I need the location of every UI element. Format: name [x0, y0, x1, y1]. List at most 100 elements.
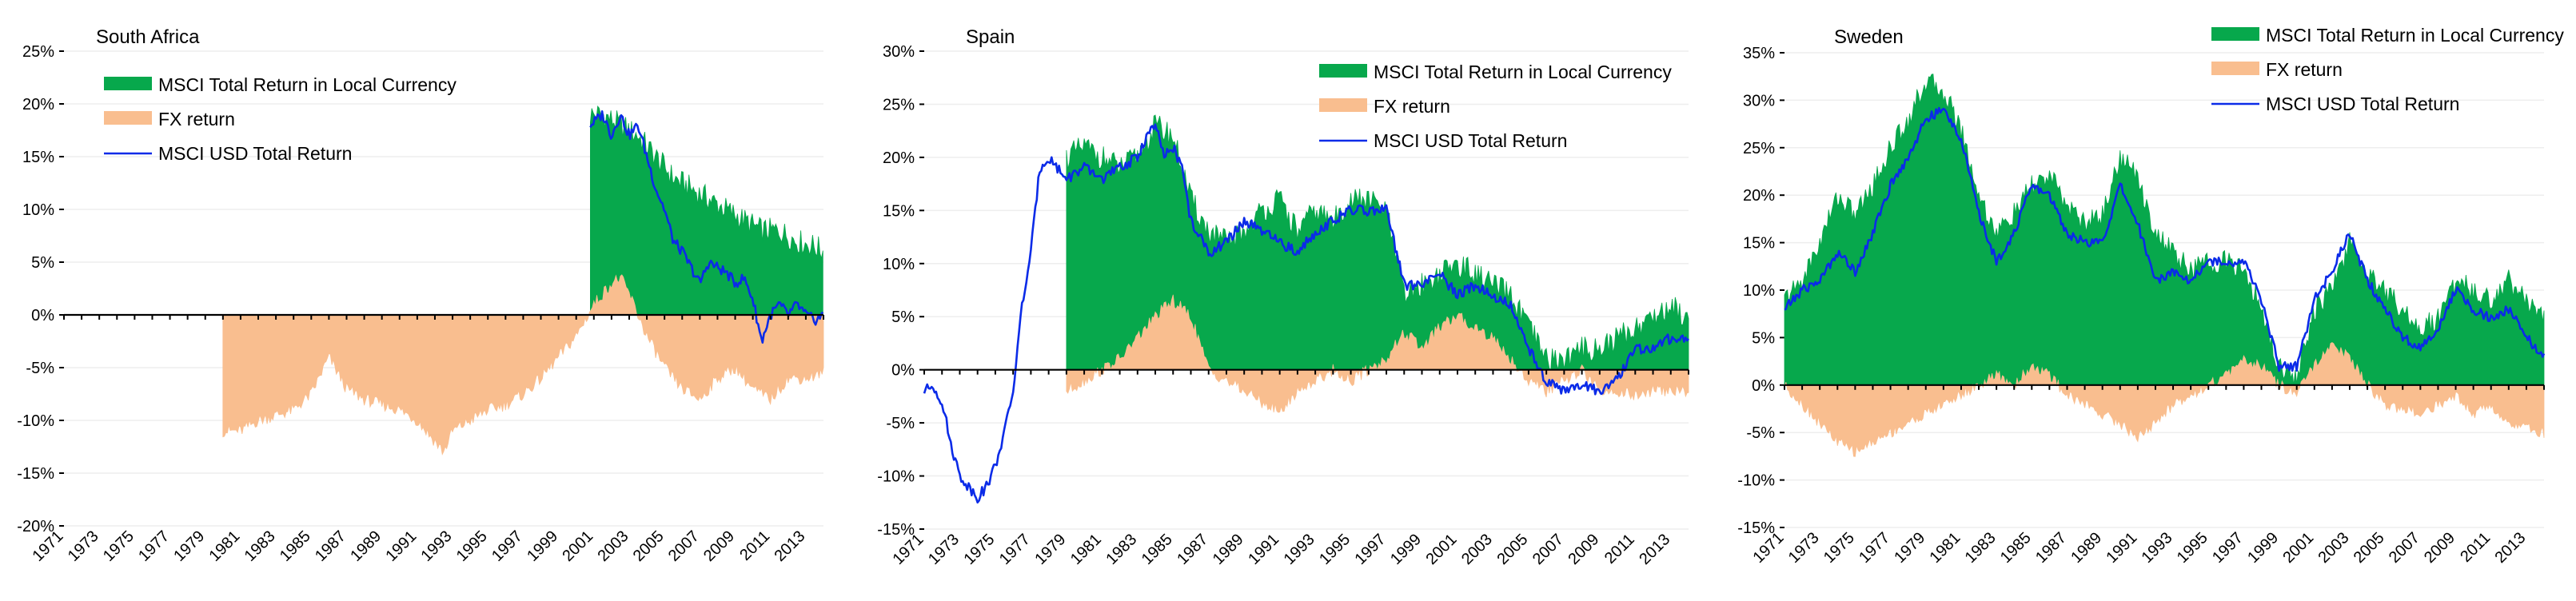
y-tick-label: 0%	[891, 362, 915, 380]
x-tick-label: 1991	[1245, 531, 1282, 568]
y-tick-label: 0%	[1752, 377, 1775, 395]
y-tick-label: 25%	[883, 96, 915, 113]
msci-local-currency-area	[1066, 114, 1689, 371]
y-tick-label: 15%	[1743, 235, 1775, 253]
x-tick-label: 1997	[488, 527, 526, 565]
y-tick-label: 20%	[22, 96, 54, 113]
x-tick-label: 1989	[2068, 529, 2105, 567]
fx-return-area	[222, 274, 824, 456]
x-tick-label: 1977	[996, 531, 1034, 568]
x-tick-label: 1993	[1281, 531, 1318, 568]
x-tick-label: 1997	[2209, 529, 2247, 567]
x-tick-label: 1987	[2032, 529, 2070, 567]
fx-return-area	[1066, 294, 1689, 413]
x-tick-label: 1983	[1103, 531, 1140, 568]
x-tick-label: 2005	[630, 527, 668, 565]
x-tick-label: 1993	[418, 527, 456, 565]
y-tick-label: -5%	[1746, 424, 1775, 442]
msci-local-currency-area	[590, 105, 823, 316]
x-tick-label: 1985	[277, 527, 314, 565]
x-tick-label: 2007	[2386, 529, 2423, 567]
x-tick-label: 2011	[1601, 531, 1638, 567]
y-tick-label: 15%	[883, 202, 915, 220]
x-tick-label: 1987	[312, 527, 349, 565]
x-tick-label: 1989	[1210, 531, 1247, 568]
legend-label: FX return	[1374, 96, 1450, 117]
y-tick-label: 10%	[1743, 282, 1775, 300]
legend-label: MSCI Total Return in Local Currency	[1374, 62, 1672, 82]
x-tick-label: 1979	[1031, 531, 1069, 568]
x-tick-label: 2013	[1636, 531, 1673, 568]
y-tick-label: 20%	[883, 149, 915, 167]
y-tick-label: -10%	[1737, 472, 1775, 490]
x-tick-label: 2003	[594, 527, 632, 565]
x-tick-label: 1973	[65, 527, 102, 565]
y-tick-label: -10%	[877, 468, 915, 486]
x-tick-label: 2001	[2279, 529, 2317, 567]
y-tick-label: 20%	[1743, 187, 1775, 205]
x-tick-label: 2013	[2491, 529, 2529, 567]
y-tick-label: 25%	[1743, 140, 1775, 157]
x-tick-label: 1993	[2139, 529, 2176, 567]
msci-usd-line	[1784, 106, 2546, 372]
chart-title: South Africa	[96, 26, 200, 48]
msci-usd-line	[923, 123, 1689, 503]
x-tick-label: 1999	[2244, 529, 2282, 567]
y-tick-label: 30%	[883, 43, 915, 61]
y-tick-label: 35%	[1743, 45, 1775, 62]
chart-title: Sweden	[1834, 26, 1904, 48]
y-tick-label: 30%	[1743, 92, 1775, 109]
legend-label: FX return	[158, 109, 235, 129]
x-tick-label: 2001	[559, 527, 596, 565]
x-tick-label: 2007	[1529, 531, 1567, 568]
y-tick-label: -5%	[26, 360, 54, 377]
x-tick-label: 1983	[241, 527, 279, 565]
fx-return-area	[1784, 342, 2545, 457]
x-tick-label: 1981	[1926, 529, 1964, 567]
x-tick-label: 1975	[960, 531, 998, 568]
y-tick-label: 10%	[22, 201, 54, 219]
x-tick-label: 2009	[700, 527, 738, 565]
x-tick-label: 1999	[1387, 531, 1425, 568]
legend-swatch	[1319, 64, 1367, 78]
x-tick-label: 1999	[524, 527, 561, 565]
msci-local-currency-area	[1784, 74, 2545, 386]
legend-label: MSCI USD Total Return	[158, 143, 352, 164]
x-tick-label: 2005	[1493, 531, 1531, 568]
x-tick-label: 1995	[2174, 529, 2211, 567]
x-tick-label: 1997	[1352, 531, 1390, 568]
legend-swatch	[1319, 98, 1367, 112]
msci-usd-line	[589, 110, 824, 344]
x-tick-label: 1989	[347, 527, 385, 565]
chart-panel-sweden: Sweden -15% -10% -5% 0% 5% 10% 15% 20% 25% 30% 35% 1…	[1737, 25, 2564, 567]
legend-swatch	[2211, 62, 2259, 75]
x-tick-label: 1991	[2103, 529, 2140, 567]
x-tick-label: 1981	[205, 527, 243, 565]
x-tick-label: 2007	[665, 527, 703, 565]
chart-title: Spain	[966, 26, 1015, 48]
x-tick-label: 1975	[100, 527, 138, 565]
y-tick-label: -15%	[1737, 519, 1775, 537]
x-tick-label: 1973	[925, 531, 963, 568]
x-tick-label: 2003	[1458, 531, 1496, 568]
x-tick-label: 1981	[1067, 531, 1105, 568]
x-tick-label: 1975	[1820, 529, 1858, 567]
x-tick-label: 1985	[1997, 529, 2035, 567]
legend-label: MSCI Total Return in Local Currency	[158, 74, 457, 95]
x-tick-label: 1977	[1856, 529, 1893, 567]
x-tick-label: 1977	[135, 527, 173, 565]
y-tick-label: 5%	[31, 254, 54, 272]
x-tick-label: 1979	[170, 527, 208, 565]
x-tick-label: 2009	[2421, 529, 2458, 567]
legend-label: MSCI USD Total Return	[2266, 94, 2459, 114]
x-tick-label: 2003	[2315, 529, 2352, 567]
legend-swatch	[104, 77, 152, 90]
x-tick-label: 1987	[1174, 531, 1211, 568]
legend-label: MSCI Total Return in Local Currency	[2266, 25, 2564, 46]
x-tick-label: 1995	[453, 527, 491, 565]
y-tick-label: 15%	[22, 149, 54, 166]
legend-label: FX return	[2266, 59, 2343, 80]
x-tick-label: 2013	[771, 527, 808, 565]
x-tick-label: 1995	[1316, 531, 1354, 568]
chart-panel-spain: Spain-15%-10%-5%0%5%10%15%20%25%30%19711…	[877, 26, 1689, 568]
